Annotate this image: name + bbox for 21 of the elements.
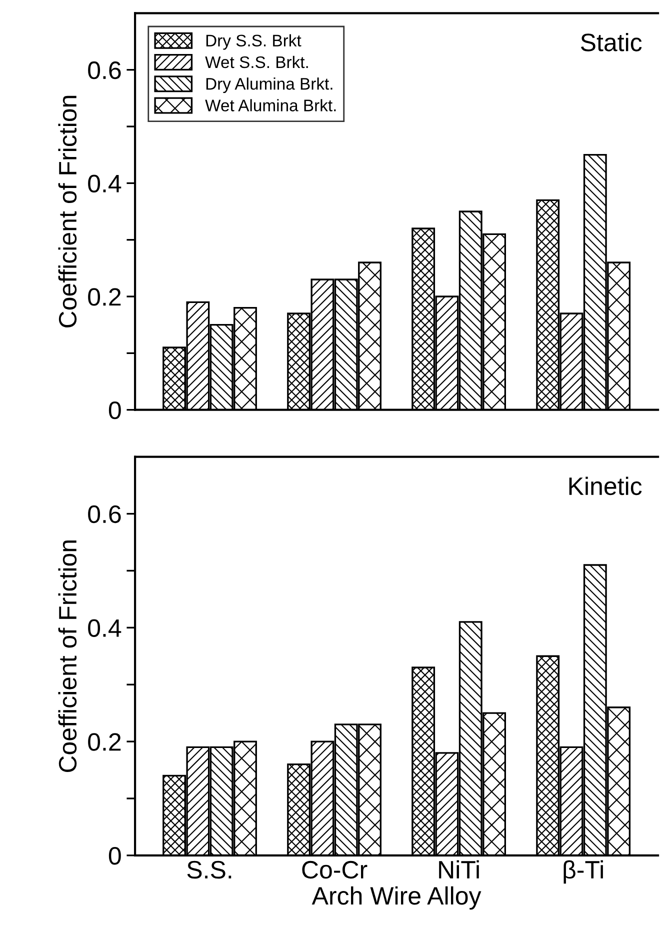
y-tick-label: 0: [108, 401, 121, 420]
annotation: Kinetic: [569, 476, 642, 496]
x-tick-label: S.S.: [187, 860, 232, 879]
legend-label: Wet S.S. Brkt.: [205, 56, 308, 68]
y-tick-label: 0: [108, 847, 121, 865]
y-tick-label: 0.6: [88, 505, 121, 524]
y-tick-label: 0.4: [88, 174, 122, 192]
y-axis-title: Coefficient of Friction: [58, 540, 77, 772]
y-tick-label: 0.6: [88, 61, 121, 80]
x-tick-label: β-Ti: [564, 860, 603, 884]
y-tick-label: 0.2: [88, 733, 121, 751]
y-axis-title: Coefficient of Friction: [58, 96, 77, 328]
x-tick-label: Co-Cr: [302, 860, 368, 879]
legend-label: Dry Alumina Brkt.: [206, 78, 332, 94]
annotation: Static: [580, 32, 642, 52]
y-tick-label: 0.2: [88, 288, 121, 306]
x-axis-title: Arch Wire Alloy: [312, 886, 482, 910]
y-tick-label: 0.4: [88, 619, 122, 637]
legend-label: Wet Alumina Brkt.: [205, 99, 336, 112]
x-tick-label: NiTi: [439, 860, 479, 878]
legend-label: Dry S.S. Brkt: [206, 34, 302, 50]
